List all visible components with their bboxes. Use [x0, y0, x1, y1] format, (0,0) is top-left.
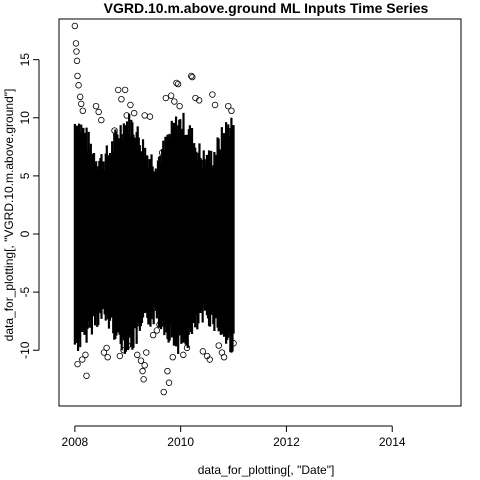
- data-point: [75, 82, 82, 89]
- data-point: [153, 327, 161, 334]
- data-point: [139, 367, 146, 375]
- data-point: [111, 127, 118, 134]
- data-point: [206, 356, 213, 363]
- y-tick-label: 10: [18, 111, 32, 125]
- data-point: [173, 79, 180, 87]
- data-point: [72, 40, 80, 47]
- data-point: [124, 342, 131, 349]
- x-tick-label: 2010: [167, 435, 194, 449]
- data-point: [146, 113, 154, 120]
- data-point: [199, 348, 207, 355]
- data-point: [92, 102, 100, 110]
- data-point: [156, 321, 163, 328]
- data-point: [76, 93, 84, 101]
- data-point: [71, 22, 79, 30]
- data-point: [115, 86, 122, 94]
- y-tick-label: 0: [18, 230, 32, 237]
- data-point: [73, 48, 80, 55]
- data-point: [209, 91, 216, 98]
- data-point: [141, 112, 148, 119]
- data-point: [116, 352, 124, 360]
- chart-title: VGRD.10.m.above.ground ML Inputs Time Se…: [104, 0, 429, 16]
- data-point: [74, 360, 81, 368]
- y-tick-label: -5: [18, 286, 32, 297]
- data-point: [174, 80, 182, 88]
- data-point: [195, 97, 203, 104]
- x-tick-label: 2014: [379, 435, 406, 449]
- data-point: [141, 362, 148, 369]
- data-point: [79, 356, 86, 363]
- x-axis: 2008 2010 2012 2014: [62, 425, 406, 449]
- data-point: [74, 72, 81, 80]
- data-point: [160, 388, 167, 396]
- data-band: [73, 112, 235, 355]
- data-point: [176, 102, 183, 110]
- data-point: [73, 57, 81, 65]
- x-axis-label: data_for_plotting[, "Date"]: [198, 463, 335, 477]
- data-point: [95, 108, 102, 116]
- data-point: [78, 100, 85, 108]
- y-tick-label: -10: [18, 341, 32, 359]
- data-point: [83, 372, 90, 379]
- data-point: [183, 344, 191, 352]
- data-point: [104, 353, 111, 361]
- data-points: [71, 22, 237, 396]
- data-point: [121, 86, 129, 94]
- y-tick-label: 15: [18, 53, 32, 67]
- y-axis-label: data_for_plotting[, "VGRD.10.m.above.gro…: [2, 89, 16, 342]
- data-point: [215, 342, 222, 349]
- data-point: [149, 331, 157, 339]
- data-point: [220, 353, 228, 361]
- data-point: [167, 92, 175, 99]
- data-point: [158, 149, 166, 156]
- x-tick-label: 2012: [273, 435, 300, 449]
- data-point: [79, 107, 87, 115]
- data-point: [164, 367, 171, 375]
- y-tick-label: 5: [18, 172, 32, 179]
- data-point: [169, 353, 176, 361]
- data-point: [230, 340, 237, 347]
- data-point: [180, 351, 187, 359]
- data-point: [188, 72, 195, 80]
- data-point: [189, 73, 196, 81]
- data-point: [225, 102, 232, 110]
- data-point: [98, 116, 105, 124]
- y-axis: -10 -5 0 5 10 15: [18, 53, 40, 359]
- data-point: [134, 351, 141, 359]
- data-point: [130, 109, 138, 117]
- data-point: [143, 349, 150, 356]
- data-point: [137, 357, 145, 364]
- data-point: [123, 112, 130, 119]
- data-point: [118, 95, 125, 103]
- data-point: [127, 101, 134, 109]
- data-point: [103, 344, 110, 352]
- data-point: [171, 98, 178, 105]
- plot-frame: [58, 18, 462, 407]
- data-point: [82, 351, 89, 359]
- data-point: [228, 107, 235, 115]
- data-point: [120, 347, 127, 354]
- x-tick-label: 2008: [62, 435, 89, 449]
- data-point: [140, 376, 147, 383]
- data-point: [100, 349, 108, 356]
- data-point: [211, 101, 219, 109]
- data-point: [162, 94, 170, 102]
- data-point: [165, 379, 173, 386]
